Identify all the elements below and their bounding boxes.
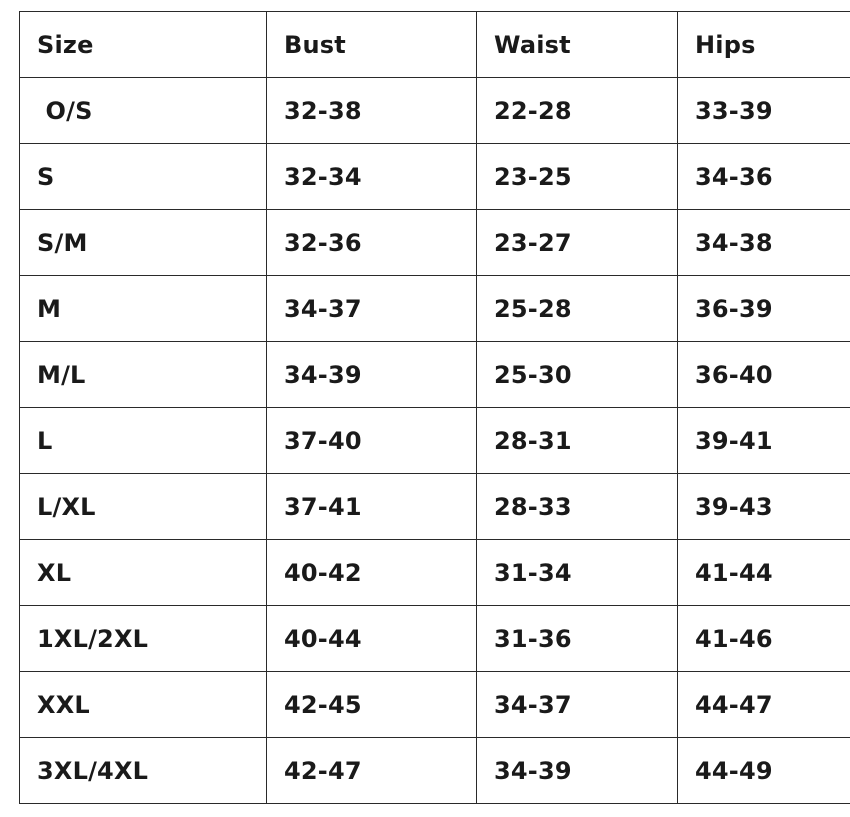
cell-hips: 39-43: [677, 473, 850, 540]
size-chart-table: Size Bust Waist Hips O/S 32-38 22-28 33-39 S…: [19, 11, 850, 804]
cell-hips: 34-38: [677, 209, 850, 276]
cell-size: S: [19, 143, 267, 210]
cell-waist: 28-33: [476, 473, 678, 540]
cell-bust: 32-36: [266, 209, 477, 276]
cell-waist: 34-37: [476, 671, 678, 738]
cell-size: S/M: [19, 209, 267, 276]
cell-waist: 25-30: [476, 341, 678, 408]
cell-bust: 40-44: [266, 605, 477, 672]
cell-waist: 31-36: [476, 605, 678, 672]
table-row: O/S 32-38 22-28 33-39: [19, 77, 850, 144]
cell-hips: 44-49: [677, 737, 850, 804]
cell-size: XL: [19, 539, 267, 606]
header-waist: Waist: [476, 11, 678, 78]
header-row: Size Bust Waist Hips: [19, 11, 850, 78]
cell-bust: 32-38: [266, 77, 477, 144]
cell-hips: 36-39: [677, 275, 850, 342]
cell-size: M/L: [19, 341, 267, 408]
table-row: S/M 32-36 23-27 34-38: [19, 209, 850, 276]
table-row: M 34-37 25-28 36-39: [19, 275, 850, 342]
cell-bust: 42-45: [266, 671, 477, 738]
cell-waist: 31-34: [476, 539, 678, 606]
cell-hips: 39-41: [677, 407, 850, 474]
cell-waist: 23-25: [476, 143, 678, 210]
table-row: L 37-40 28-31 39-41: [19, 407, 850, 474]
cell-bust: 34-39: [266, 341, 477, 408]
cell-size: L/XL: [19, 473, 267, 540]
cell-waist: 34-39: [476, 737, 678, 804]
header-bust: Bust: [266, 11, 477, 78]
table-row: XXL 42-45 34-37 44-47: [19, 671, 850, 738]
cell-waist: 25-28: [476, 275, 678, 342]
cell-bust: 32-34: [266, 143, 477, 210]
table-row: XL 40-42 31-34 41-44: [19, 539, 850, 606]
header-size: Size: [19, 11, 267, 78]
header-hips: Hips: [677, 11, 850, 78]
cell-hips: 41-44: [677, 539, 850, 606]
table-row: S 32-34 23-25 34-36: [19, 143, 850, 210]
cell-bust: 42-47: [266, 737, 477, 804]
cell-hips: 44-47: [677, 671, 850, 738]
cell-bust: 40-42: [266, 539, 477, 606]
table-row: 1XL/2XL 40-44 31-36 41-46: [19, 605, 850, 672]
table-row: M/L 34-39 25-30 36-40: [19, 341, 850, 408]
cell-bust: 37-40: [266, 407, 477, 474]
cell-size: M: [19, 275, 267, 342]
table-row: L/XL 37-41 28-33 39-43: [19, 473, 850, 540]
cell-hips: 33-39: [677, 77, 850, 144]
cell-bust: 37-41: [266, 473, 477, 540]
cell-waist: 23-27: [476, 209, 678, 276]
cell-bust: 34-37: [266, 275, 477, 342]
cell-size: 1XL/2XL: [19, 605, 267, 672]
cell-hips: 36-40: [677, 341, 850, 408]
cell-size: XXL: [19, 671, 267, 738]
cell-hips: 34-36: [677, 143, 850, 210]
table-row: 3XL/4XL 42-47 34-39 44-49: [19, 737, 850, 804]
cell-hips: 41-46: [677, 605, 850, 672]
cell-size: L: [19, 407, 267, 474]
cell-waist: 28-31: [476, 407, 678, 474]
cell-waist: 22-28: [476, 77, 678, 144]
cell-size: 3XL/4XL: [19, 737, 267, 804]
cell-size: O/S: [19, 77, 267, 144]
